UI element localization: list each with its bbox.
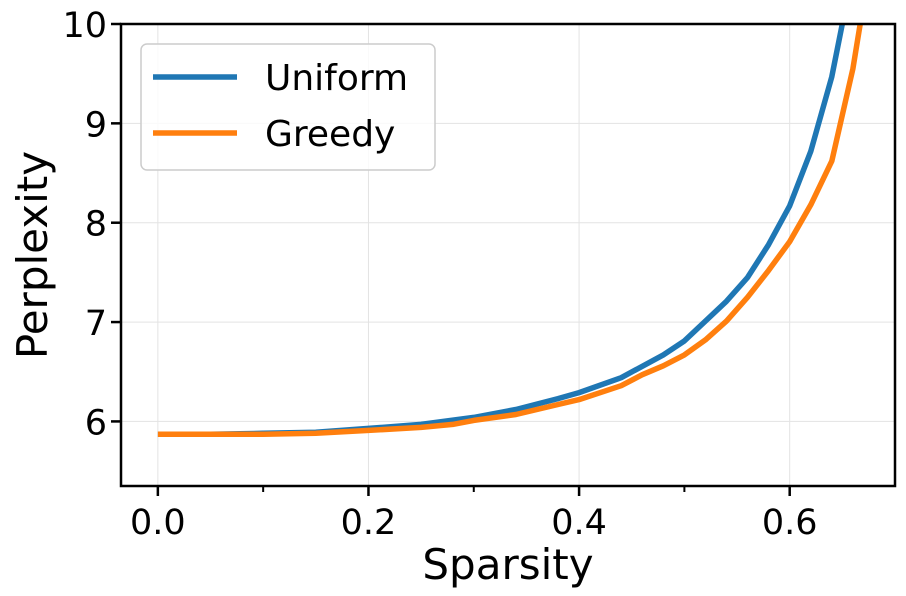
x-tick-label: 0.0 <box>130 503 186 543</box>
series-line-greedy <box>157 24 863 438</box>
y-tick-label: 9 <box>85 105 107 145</box>
y-tick-label: 10 <box>62 6 107 46</box>
x-tick-label: 0.4 <box>551 503 607 543</box>
axis-ticks: 0.0 0.2 0.4 0.6 6 7 8 9 10 <box>62 6 817 543</box>
legend-label-greedy: Greedy <box>265 114 395 155</box>
legend: Uniform Greedy <box>140 43 436 171</box>
y-axis-title: Perplexity <box>8 151 57 359</box>
x-axis-title: Sparsity <box>422 540 593 589</box>
y-tick-label: 6 <box>85 403 107 443</box>
y-tick-label: 7 <box>85 304 107 344</box>
x-tick-label: 0.6 <box>762 503 818 543</box>
x-tick-label: 0.2 <box>341 503 397 543</box>
legend-label-uniform: Uniform <box>265 58 408 99</box>
plot-frame <box>119 22 897 488</box>
y-tick-label: 8 <box>85 205 107 245</box>
series-layer <box>157 24 863 438</box>
